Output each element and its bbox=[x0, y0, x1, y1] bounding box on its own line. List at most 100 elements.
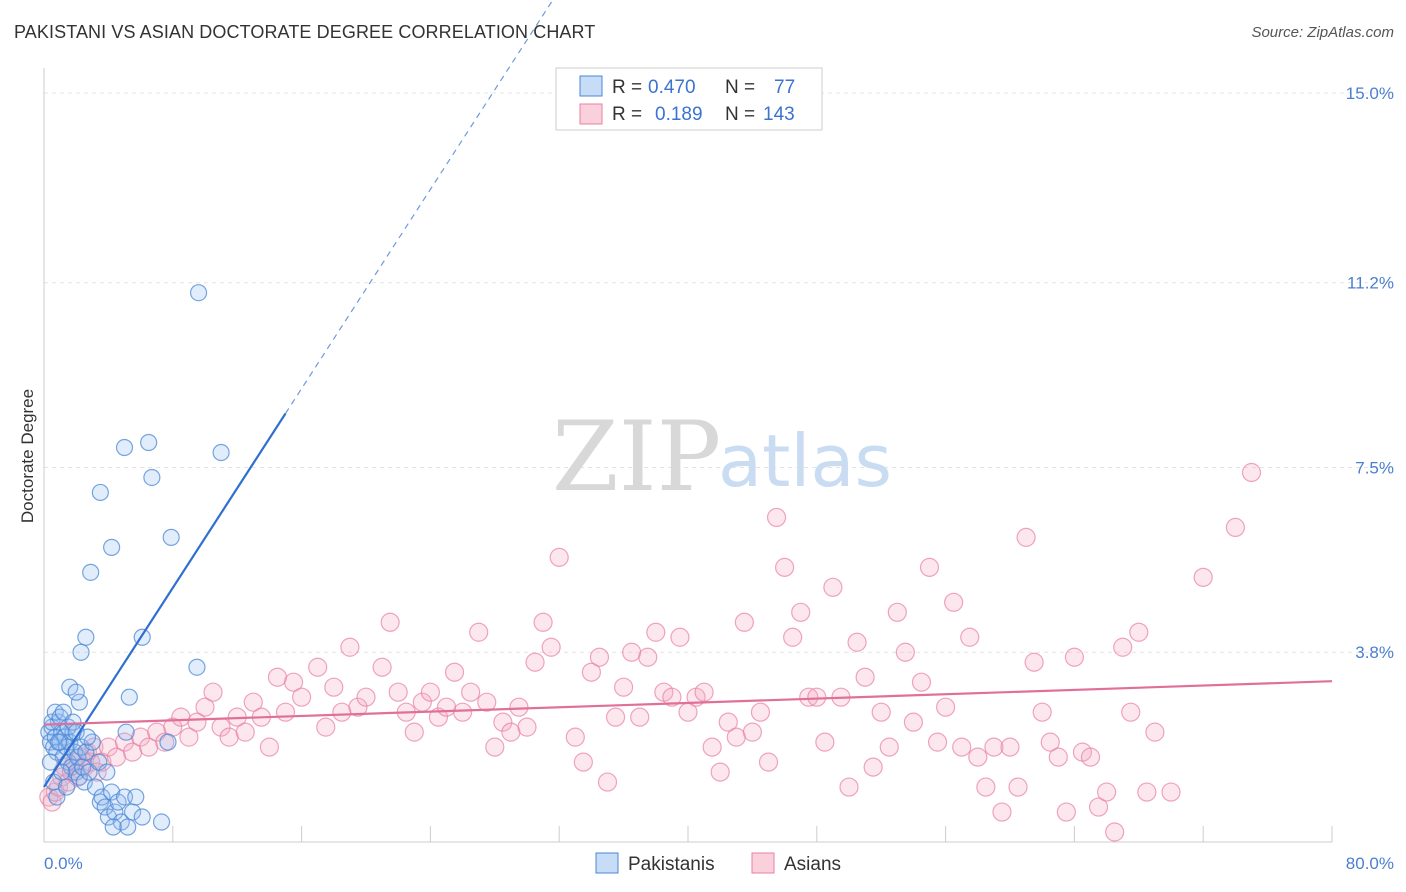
pakistanis-point bbox=[96, 798, 114, 816]
asians-point bbox=[453, 702, 473, 722]
asians-point bbox=[501, 722, 521, 742]
asians-point bbox=[267, 667, 288, 687]
asians-point bbox=[605, 707, 626, 727]
asians-point bbox=[541, 637, 561, 657]
asians-point bbox=[783, 627, 803, 647]
legend-pakistanis-swatch bbox=[595, 852, 619, 874]
y-tick-label: 7.5% bbox=[1355, 458, 1394, 477]
asians-point bbox=[879, 737, 899, 757]
asians-point bbox=[533, 612, 553, 632]
pakistanis-point bbox=[82, 563, 100, 581]
asians-point bbox=[871, 702, 891, 722]
asians-point bbox=[847, 632, 867, 652]
asians-point bbox=[259, 737, 279, 757]
asians-point bbox=[1225, 517, 1246, 538]
asians-point bbox=[243, 692, 263, 712]
asians-point bbox=[203, 682, 223, 702]
pakistanis-point bbox=[91, 483, 109, 502]
pakistanis-point bbox=[189, 284, 208, 302]
pakistanis-point bbox=[143, 468, 161, 487]
asians-point bbox=[1032, 702, 1052, 722]
asians-point bbox=[718, 712, 738, 732]
asians-point bbox=[1048, 747, 1068, 767]
watermark-atlas: atlas bbox=[718, 419, 892, 503]
watermark: ZIP atlas bbox=[552, 401, 892, 513]
trend-lines bbox=[43, 0, 1333, 788]
pakistanis-point bbox=[77, 743, 95, 761]
asians-point bbox=[1064, 647, 1085, 667]
asians-point bbox=[436, 697, 457, 717]
pakistanis-trend-extension bbox=[284, 0, 554, 414]
asians-point bbox=[1024, 652, 1044, 672]
pakistanis-point bbox=[75, 773, 93, 791]
asians-point bbox=[984, 737, 1004, 757]
asians-point bbox=[976, 777, 996, 797]
y-tick-label: 3.8% bbox=[1355, 643, 1394, 662]
y-tick-label: 15.0% bbox=[1346, 84, 1394, 103]
asians-point bbox=[935, 697, 956, 717]
pakistanis-point bbox=[120, 688, 138, 706]
asians-point bbox=[911, 672, 932, 692]
asians-point bbox=[283, 672, 304, 692]
pakistanis-point bbox=[162, 528, 180, 546]
asians-point bbox=[823, 577, 843, 597]
asians-point bbox=[1000, 737, 1020, 757]
pakistanis-point bbox=[104, 818, 122, 836]
asians-point bbox=[388, 682, 408, 702]
asians-points bbox=[39, 462, 1262, 842]
asians-point bbox=[332, 702, 352, 722]
asians-point bbox=[630, 707, 650, 727]
pakistanis-point bbox=[115, 438, 134, 457]
asians-point bbox=[791, 602, 811, 622]
asians-point bbox=[944, 592, 964, 612]
stats-legend: R = 0.470 N = 77 R = 0.189 N = 143 bbox=[555, 67, 823, 131]
asians-point bbox=[155, 732, 175, 752]
pakistanis-point bbox=[127, 788, 145, 806]
asians-point bbox=[589, 647, 610, 667]
asians-point bbox=[1113, 637, 1133, 657]
y-tick-labels: 3.8% 7.5% 11.2% 15.0% bbox=[1346, 84, 1394, 662]
pakistanis-point bbox=[159, 733, 177, 751]
pakistanis-point bbox=[41, 753, 60, 771]
asians-point bbox=[1105, 822, 1125, 842]
legend-asians-swatch bbox=[751, 852, 775, 874]
legend-pakistanis-label: Pakistanis bbox=[628, 854, 715, 875]
asians-point bbox=[171, 707, 191, 727]
asians-point bbox=[895, 642, 915, 662]
asians-point bbox=[952, 737, 972, 757]
pakistanis-trend-line bbox=[43, 412, 287, 788]
asians-point bbox=[340, 637, 360, 657]
asians-point bbox=[275, 702, 296, 722]
asians-trend-line bbox=[43, 680, 1333, 726]
asians-point bbox=[750, 702, 771, 722]
asians-point bbox=[774, 557, 795, 577]
asians-point bbox=[742, 722, 763, 742]
asians-point bbox=[903, 712, 924, 732]
asians-point bbox=[863, 757, 883, 777]
asians-point bbox=[1008, 777, 1028, 797]
pakistanis-legend-swatch bbox=[579, 75, 603, 97]
legend-r-value-pak: 0.470 bbox=[648, 77, 696, 98]
asians-point bbox=[1056, 802, 1076, 822]
pakistanis-point bbox=[140, 433, 158, 452]
asians-point bbox=[646, 622, 666, 642]
asians-point bbox=[839, 777, 859, 797]
asians-point bbox=[919, 557, 940, 577]
asians-point bbox=[726, 727, 746, 747]
pakistanis-point bbox=[78, 728, 97, 746]
legend-asians-label: Asians bbox=[784, 854, 841, 875]
pakistanis-point bbox=[103, 783, 121, 801]
asians-point bbox=[887, 602, 907, 622]
asians-point bbox=[444, 662, 465, 682]
pakistanis-point bbox=[67, 683, 85, 701]
pakistanis-point bbox=[72, 643, 90, 661]
pakistanis-point bbox=[77, 628, 95, 646]
asians-point bbox=[581, 662, 602, 682]
asians-point bbox=[420, 682, 440, 702]
asians-point bbox=[1137, 782, 1157, 802]
legend-r-value-asian: 0.189 bbox=[655, 104, 703, 125]
pakistanis-points bbox=[40, 284, 230, 836]
asians-point bbox=[815, 732, 835, 752]
asians-point bbox=[493, 712, 513, 732]
